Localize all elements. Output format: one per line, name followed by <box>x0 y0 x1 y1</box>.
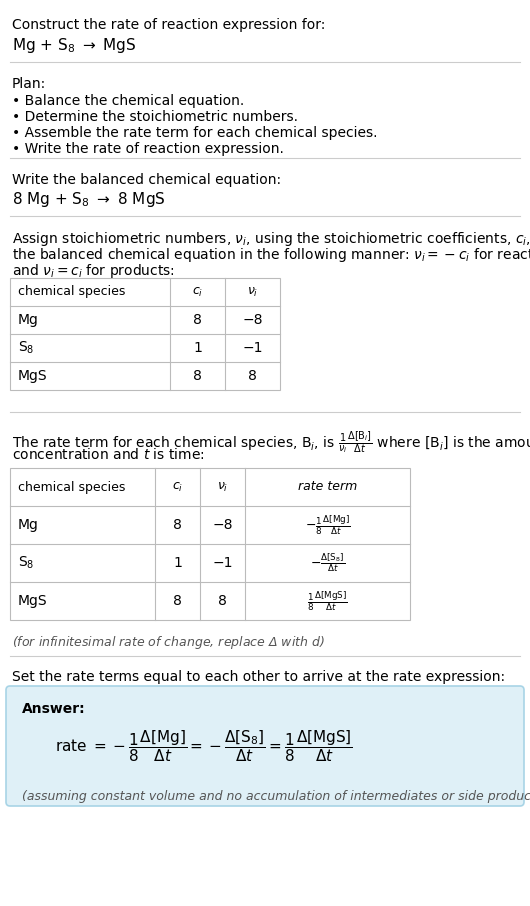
Text: $c_i$: $c_i$ <box>192 285 203 299</box>
Text: $\nu_i$: $\nu_i$ <box>217 480 228 494</box>
Text: $-\frac{1}{8}\frac{\Delta[\mathrm{Mg}]}{\Delta t}$: $-\frac{1}{8}\frac{\Delta[\mathrm{Mg}]}{… <box>305 514 350 536</box>
Text: Mg: Mg <box>18 313 39 327</box>
Text: −8: −8 <box>242 313 263 327</box>
Text: 8: 8 <box>173 518 182 532</box>
Text: Answer:: Answer: <box>22 702 86 716</box>
Text: $\nu_i$: $\nu_i$ <box>247 285 258 299</box>
Text: chemical species: chemical species <box>18 480 126 494</box>
Text: rate $= -\dfrac{1}{8}\dfrac{\Delta[\mathrm{Mg}]}{\Delta t} = -\dfrac{\Delta[\mat: rate $= -\dfrac{1}{8}\dfrac{\Delta[\math… <box>55 728 353 764</box>
Text: (for infinitesimal rate of change, replace Δ with $d$): (for infinitesimal rate of change, repla… <box>12 634 325 651</box>
Text: 1: 1 <box>193 341 202 355</box>
Bar <box>10 278 280 390</box>
Text: 8: 8 <box>193 313 202 327</box>
Text: Set the rate terms equal to each other to arrive at the rate expression:: Set the rate terms equal to each other t… <box>12 670 505 684</box>
Text: the balanced chemical equation in the following manner: $\nu_i = -c_i$ for react: the balanced chemical equation in the fo… <box>12 246 530 264</box>
Text: −1: −1 <box>212 556 233 570</box>
Text: $-\frac{\Delta[\mathrm{S_8}]}{\Delta t}$: $-\frac{\Delta[\mathrm{S_8}]}{\Delta t}$ <box>310 552 345 574</box>
Text: 8: 8 <box>173 594 182 608</box>
Text: MgS: MgS <box>18 594 48 608</box>
Text: 8: 8 <box>193 369 202 383</box>
Text: Assign stoichiometric numbers, $\nu_i$, using the stoichiometric coefficients, $: Assign stoichiometric numbers, $\nu_i$, … <box>12 230 530 248</box>
Text: • Assemble the rate term for each chemical species.: • Assemble the rate term for each chemic… <box>12 126 377 140</box>
Text: Construct the rate of reaction expression for:: Construct the rate of reaction expressio… <box>12 18 325 32</box>
Text: 8: 8 <box>218 594 227 608</box>
FancyBboxPatch shape <box>6 686 524 806</box>
Text: $c_i$: $c_i$ <box>172 480 183 494</box>
Text: and $\nu_i = c_i$ for products:: and $\nu_i = c_i$ for products: <box>12 262 175 280</box>
Bar <box>10 468 410 620</box>
Text: −8: −8 <box>212 518 233 532</box>
Text: concentration and $t$ is time:: concentration and $t$ is time: <box>12 447 205 462</box>
Text: 8 Mg + S$_8$ $\rightarrow$ 8 MgS: 8 Mg + S$_8$ $\rightarrow$ 8 MgS <box>12 190 165 209</box>
Text: $\frac{1}{8}\frac{\Delta[\mathrm{MgS}]}{\Delta t}$: $\frac{1}{8}\frac{\Delta[\mathrm{MgS}]}{… <box>307 589 348 612</box>
Text: • Write the rate of reaction expression.: • Write the rate of reaction expression. <box>12 142 284 156</box>
Text: (assuming constant volume and no accumulation of intermediates or side products): (assuming constant volume and no accumul… <box>22 790 530 803</box>
Text: Mg + S$_8$ $\rightarrow$ MgS: Mg + S$_8$ $\rightarrow$ MgS <box>12 36 137 55</box>
Text: The rate term for each chemical species, B$_i$, is $\frac{1}{\nu_i}\frac{\Delta[: The rate term for each chemical species,… <box>12 430 530 456</box>
Text: S$_8$: S$_8$ <box>18 554 34 571</box>
Text: MgS: MgS <box>18 369 48 383</box>
Text: S$_8$: S$_8$ <box>18 340 34 356</box>
Text: −1: −1 <box>242 341 263 355</box>
Text: chemical species: chemical species <box>18 285 126 298</box>
Text: • Determine the stoichiometric numbers.: • Determine the stoichiometric numbers. <box>12 110 298 124</box>
Text: 8: 8 <box>248 369 257 383</box>
Text: Write the balanced chemical equation:: Write the balanced chemical equation: <box>12 173 281 187</box>
Text: Plan:: Plan: <box>12 77 46 91</box>
Text: 1: 1 <box>173 556 182 570</box>
Text: • Balance the chemical equation.: • Balance the chemical equation. <box>12 94 244 108</box>
Text: rate term: rate term <box>298 480 357 494</box>
Text: Mg: Mg <box>18 518 39 532</box>
